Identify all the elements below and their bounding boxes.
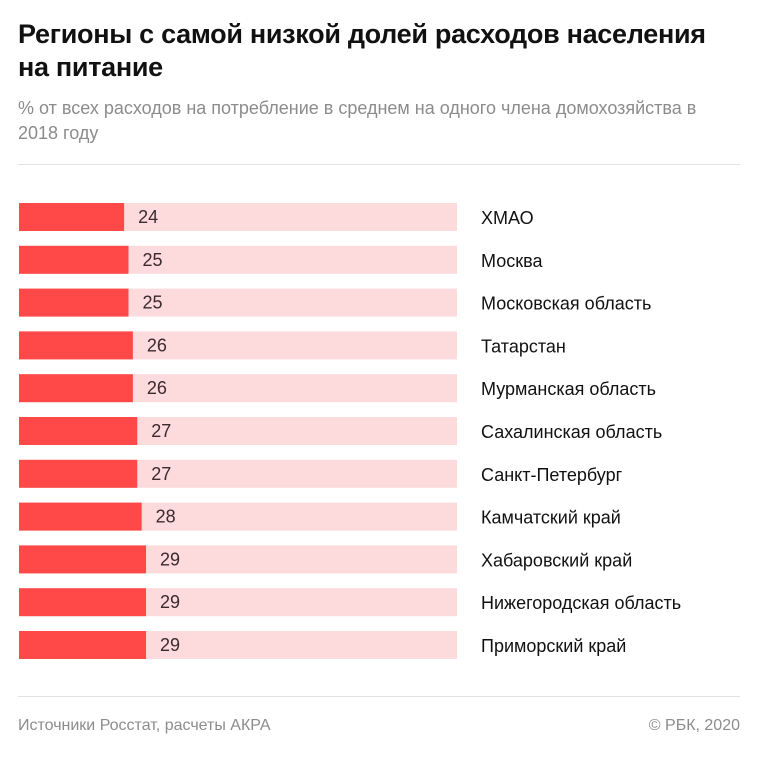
value-label: 29 <box>160 549 180 569</box>
top-divider <box>18 164 740 165</box>
bar <box>19 288 129 317</box>
bar-chart: 24 ХМАО 25 Москва 25 Московская область 26 Тата… <box>19 203 681 659</box>
bottom-divider <box>18 696 740 697</box>
category-label: ХМАО <box>481 208 534 228</box>
value-label: 27 <box>151 421 171 441</box>
bar <box>19 502 142 531</box>
value-label: 25 <box>143 250 163 270</box>
bar <box>19 417 138 445</box>
category-label: Татарстан <box>481 336 566 356</box>
chart-subtitle: % от всех расходов на потребление в сред… <box>18 98 697 143</box>
category-label: Приморский край <box>481 636 626 656</box>
bar <box>19 331 133 360</box>
category-label: Нижегородская область <box>481 593 681 613</box>
category-label: Хабаровский край <box>481 550 632 570</box>
value-label: 27 <box>151 464 171 484</box>
category-label: Москва <box>481 251 543 271</box>
chart-title: Регионы с самой низкой долей расходов на… <box>18 19 706 82</box>
category-label: Сахалинская область <box>481 422 662 442</box>
value-label: 25 <box>143 293 163 313</box>
bar <box>19 203 125 231</box>
value-label: 24 <box>138 207 158 227</box>
category-label: Санкт-Петербург <box>481 465 623 485</box>
value-label: 29 <box>160 592 180 612</box>
copyright: © РБК, 2020 <box>648 717 740 734</box>
bar <box>19 245 129 274</box>
value-label: 29 <box>160 635 180 655</box>
bar <box>19 374 133 403</box>
value-label: 26 <box>147 335 167 355</box>
source-note: Источники Росстат, расчеты АКРА <box>18 717 271 734</box>
value-label: 28 <box>156 507 176 527</box>
bar <box>19 631 147 659</box>
bar <box>19 459 138 488</box>
value-label: 26 <box>147 378 167 398</box>
bar <box>19 588 147 617</box>
category-label: Камчатский край <box>481 508 621 528</box>
category-label: Мурманская область <box>481 379 656 399</box>
bar <box>19 545 147 574</box>
category-label: Московская область <box>481 294 651 314</box>
